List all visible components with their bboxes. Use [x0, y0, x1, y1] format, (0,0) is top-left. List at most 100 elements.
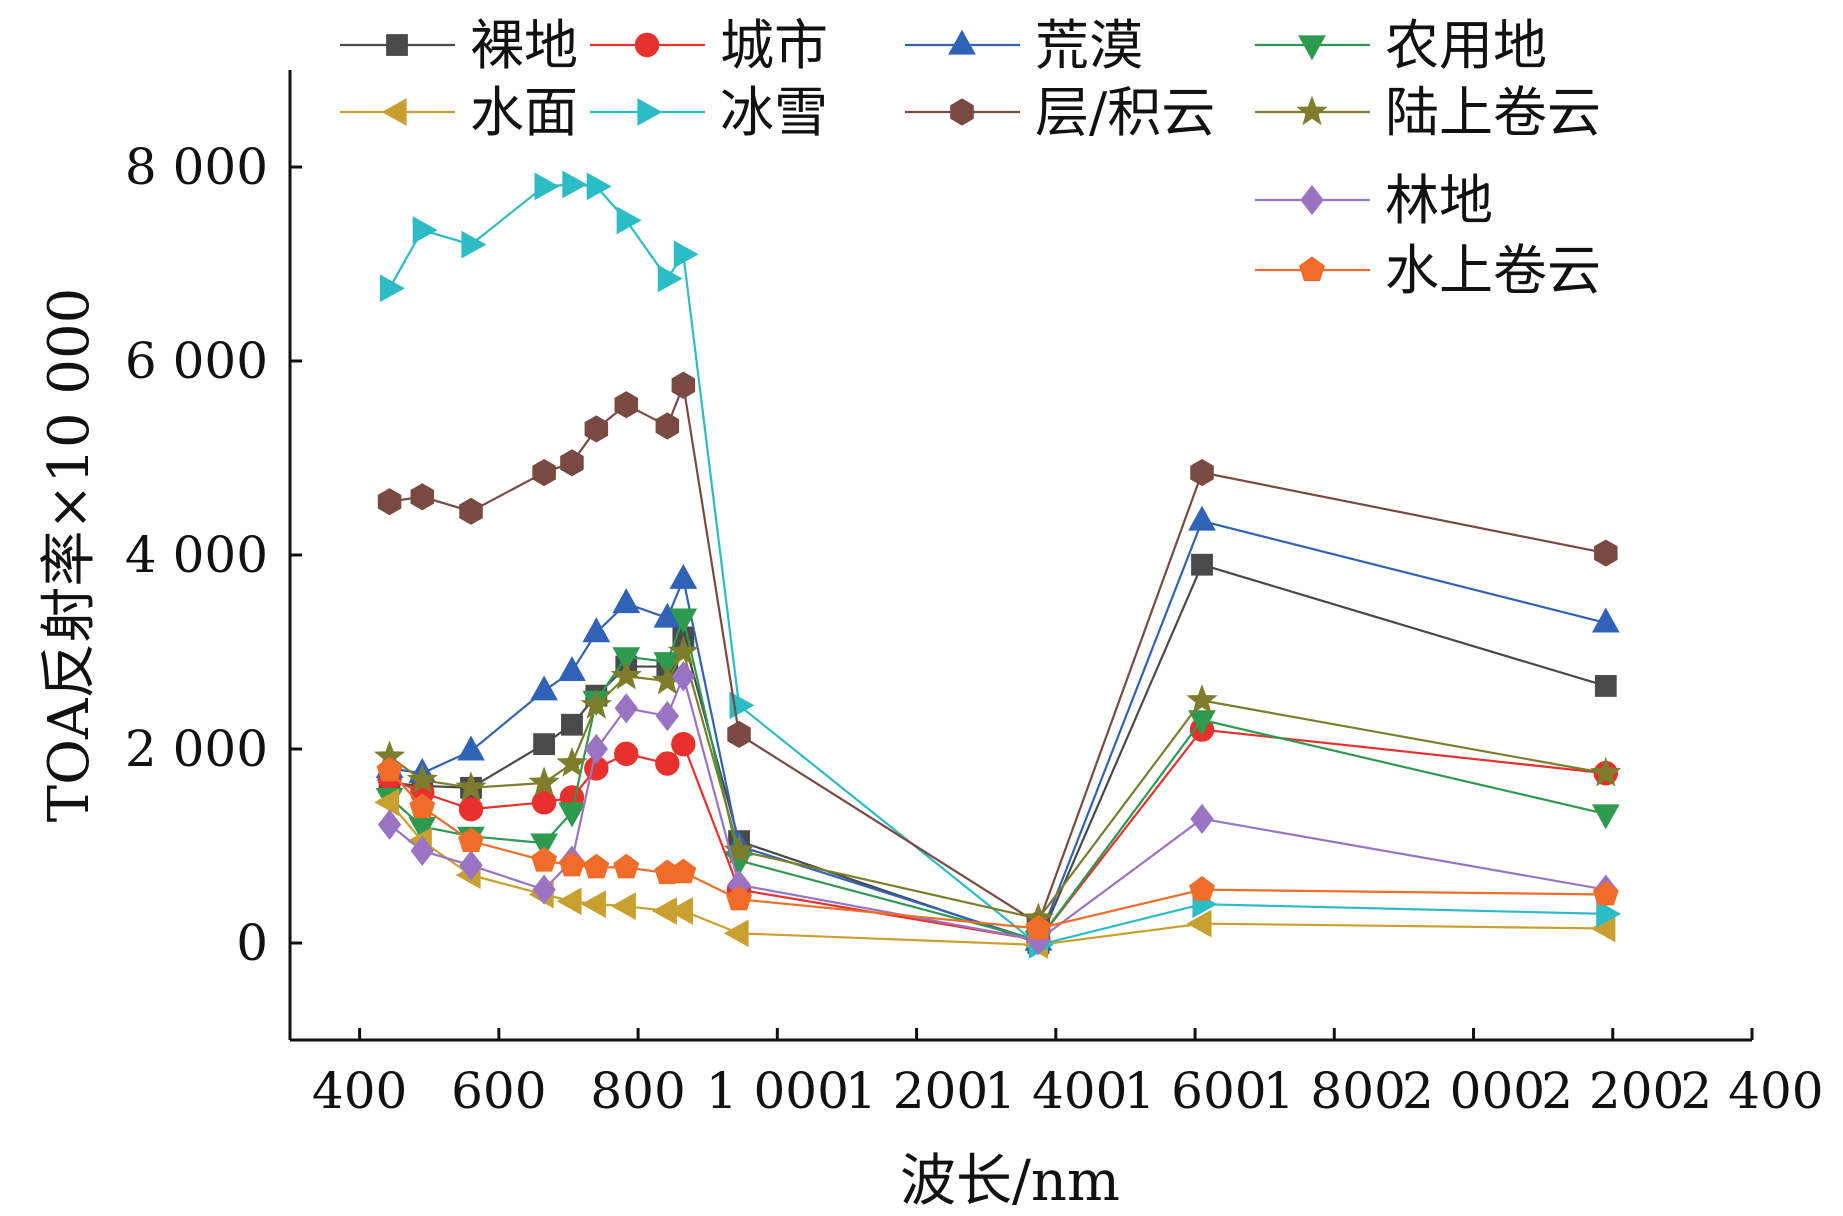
legend-marker	[637, 98, 663, 126]
legend-item: 城市	[590, 14, 828, 77]
y-tick-label: 2 000	[125, 720, 268, 778]
data-point	[584, 733, 609, 765]
data-point	[1191, 553, 1213, 576]
legend-item: 荒漠	[905, 14, 1143, 77]
data-point	[377, 809, 402, 840]
x-tick-label: 1 000	[706, 1062, 849, 1120]
data-point	[455, 771, 487, 802]
data-point	[614, 391, 639, 419]
legend-label: 裸地	[470, 14, 578, 77]
data-point	[1025, 914, 1052, 940]
data-point	[727, 720, 751, 749]
y-axis-title: TOA反射率×10 000	[37, 288, 102, 823]
legend-marker	[634, 32, 660, 58]
data-point	[723, 919, 749, 948]
x-tick-label: 1 400	[984, 1062, 1127, 1120]
data-point	[532, 874, 556, 905]
data-point	[558, 802, 586, 828]
data-point	[558, 656, 586, 681]
x-tick-label: 2 200	[1541, 1062, 1684, 1120]
legend-marker	[1298, 35, 1326, 61]
data-point	[1590, 756, 1622, 787]
legend-label: 农用地	[1385, 14, 1547, 77]
data-point	[374, 788, 400, 817]
data-point	[612, 588, 641, 614]
legend-marker	[381, 98, 407, 126]
data-point	[1591, 607, 1620, 633]
data-point	[586, 172, 612, 201]
data-point	[669, 563, 698, 589]
data-point	[412, 216, 438, 244]
data-point	[657, 264, 683, 293]
data-point	[459, 497, 483, 525]
legend-label: 荒漠	[1035, 14, 1143, 77]
x-tick-label: 1 200	[845, 1062, 988, 1120]
data-point	[556, 747, 588, 777]
data-point	[583, 853, 610, 879]
x-tick-label: 800	[590, 1062, 685, 1120]
data-point	[533, 733, 556, 756]
data-point	[1594, 539, 1618, 567]
data-point	[410, 835, 434, 866]
y-tick-label: 0	[236, 914, 268, 972]
x-tick-label: 600	[451, 1062, 546, 1120]
data-point	[556, 887, 582, 916]
data-point	[409, 793, 436, 819]
y-tick-label: 8 000	[125, 138, 268, 196]
data-point	[653, 652, 682, 678]
series-7	[377, 371, 1618, 938]
data-point	[528, 766, 560, 797]
legend-marker	[386, 34, 408, 56]
data-point	[655, 700, 680, 732]
series-layer	[373, 170, 1622, 959]
legend-label: 城市	[720, 14, 828, 77]
data-point	[668, 897, 693, 925]
data-point	[1190, 458, 1214, 487]
data-point	[379, 274, 405, 303]
data-point	[580, 890, 606, 919]
data-point	[531, 790, 557, 815]
data-point	[655, 751, 680, 776]
y-ticks: 0 2 000 4 000 6 000 8 000	[125, 138, 302, 972]
data-point	[530, 833, 558, 859]
data-point	[1186, 684, 1218, 714]
x-tick-label: 2 400	[1680, 1062, 1823, 1120]
series-9	[377, 661, 1618, 956]
data-point	[406, 763, 438, 794]
data-point	[459, 850, 483, 881]
data-point	[1188, 710, 1216, 736]
legend-marker	[948, 29, 976, 55]
legend-marker	[1300, 184, 1324, 216]
x-tick-label: 2 000	[1402, 1062, 1545, 1120]
data-point	[613, 853, 640, 879]
data-point	[1186, 909, 1212, 938]
legend-label: 陆上卷云	[1385, 81, 1601, 144]
series-10	[376, 756, 1619, 940]
data-point	[562, 170, 588, 199]
legend-label: 水面	[470, 81, 578, 144]
data-point	[458, 796, 484, 822]
data-point	[410, 483, 435, 511]
legend-item: 林地	[1255, 169, 1493, 232]
data-point	[458, 827, 484, 853]
data-point	[1188, 505, 1216, 531]
data-point	[1591, 804, 1620, 830]
data-point	[534, 172, 560, 201]
data-point	[614, 741, 639, 767]
data-point	[1592, 880, 1619, 906]
data-point	[376, 756, 403, 782]
data-point	[655, 412, 680, 440]
data-point	[670, 858, 697, 884]
data-point	[377, 488, 402, 516]
data-point	[582, 617, 611, 643]
data-point	[1190, 803, 1214, 834]
legend-label: 冰雪	[720, 81, 828, 144]
data-point	[1594, 675, 1617, 697]
data-point	[561, 713, 583, 736]
legend-item: 水上卷云	[1255, 239, 1601, 302]
data-point	[532, 458, 556, 487]
data-point	[559, 851, 585, 877]
data-point	[614, 693, 638, 724]
